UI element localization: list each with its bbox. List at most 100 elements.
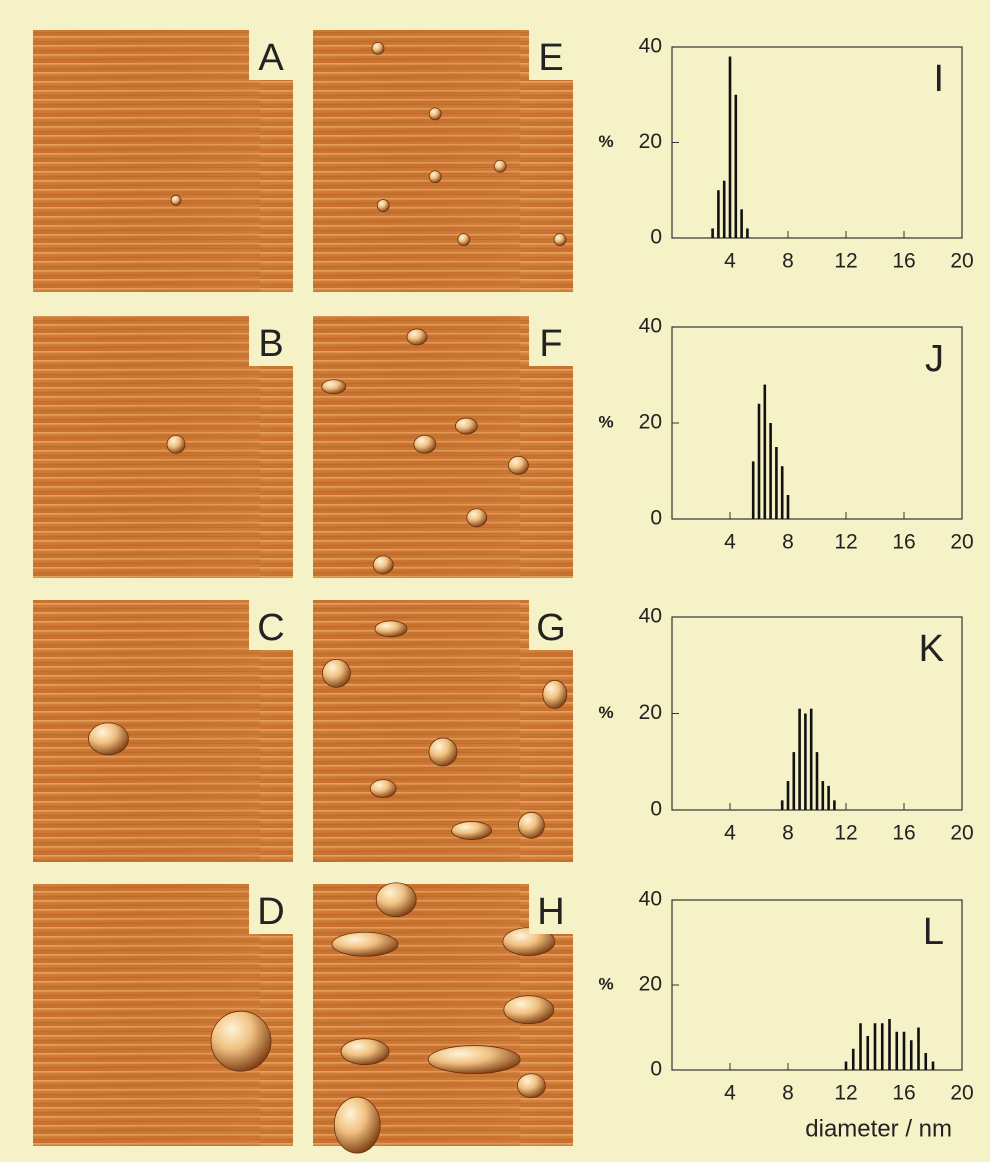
- x-axis-label: diameter / nm: [805, 1115, 952, 1142]
- panel-label: H: [537, 891, 564, 933]
- particle: [376, 199, 390, 212]
- particle: [88, 722, 129, 756]
- particle: [508, 455, 529, 475]
- label-notch: [529, 30, 573, 80]
- panel-label: F: [539, 323, 562, 365]
- panel-label: D: [257, 891, 284, 933]
- particle: [427, 1045, 521, 1074]
- afm-panel: H: [313, 882, 573, 1154]
- bar: [815, 752, 819, 810]
- x-tick-label: 4: [724, 250, 736, 273]
- x-tick-label: 8: [782, 531, 794, 554]
- y-axis-label: %: [598, 974, 613, 993]
- bar: [851, 1048, 855, 1070]
- bar: [751, 461, 755, 519]
- particle: [454, 417, 478, 435]
- bar: [740, 209, 743, 238]
- x-tick-label: 20: [950, 1082, 973, 1105]
- x-tick-label: 16: [892, 250, 915, 273]
- label-notch: [249, 884, 293, 934]
- y-tick-label: 40: [639, 605, 662, 628]
- panel-label: I: [933, 58, 944, 100]
- x-tick-label: 16: [892, 531, 915, 554]
- afm-panel: F: [313, 316, 573, 578]
- bar: [769, 423, 772, 519]
- label-notch: [529, 884, 573, 934]
- bar: [734, 94, 738, 238]
- bar: [880, 1023, 884, 1070]
- particle: [321, 658, 351, 688]
- bar: [792, 752, 796, 810]
- particle: [457, 233, 471, 247]
- bar: [757, 403, 761, 519]
- particle: [428, 170, 442, 184]
- x-tick-label: 4: [724, 1082, 736, 1105]
- bar: [809, 708, 813, 810]
- bar: [763, 384, 767, 519]
- label-notch: [249, 600, 293, 650]
- y-tick-label: 40: [639, 888, 662, 911]
- panel-label: K: [919, 628, 944, 670]
- y-axis-label: %: [598, 412, 613, 431]
- y-tick-label: 20: [639, 130, 662, 153]
- particle: [466, 508, 488, 528]
- x-tick-label: 8: [782, 1082, 794, 1105]
- x-tick-label: 12: [834, 1082, 857, 1105]
- particle: [331, 931, 399, 957]
- bar: [711, 228, 714, 238]
- label-notch: [249, 30, 293, 80]
- bar: [728, 56, 732, 238]
- particle: [518, 811, 545, 839]
- bar: [924, 1053, 928, 1070]
- particle: [553, 233, 567, 247]
- particle: [166, 434, 186, 454]
- bar: [746, 228, 749, 238]
- x-tick-label: 8: [782, 822, 794, 845]
- particle: [333, 1096, 381, 1154]
- x-tick-label: 16: [892, 1082, 915, 1105]
- afm-panel: D: [33, 884, 293, 1146]
- bar: [844, 1061, 848, 1070]
- particle: [542, 679, 568, 709]
- bar: [804, 713, 807, 810]
- y-tick-label: 20: [639, 411, 662, 434]
- panel-label: J: [925, 338, 944, 380]
- particle: [428, 107, 442, 121]
- x-tick-label: 4: [724, 531, 736, 554]
- label-notch: [529, 600, 573, 650]
- afm-panel: E: [313, 30, 573, 292]
- y-axis-label: %: [598, 703, 613, 722]
- particle: [372, 555, 394, 575]
- bar: [786, 495, 790, 519]
- particle: [170, 194, 182, 206]
- x-tick-label: 20: [950, 531, 973, 554]
- particle: [371, 41, 385, 55]
- particle: [406, 328, 428, 346]
- particle: [451, 821, 493, 840]
- bar: [780, 800, 784, 810]
- bar: [895, 1031, 899, 1070]
- particle: [517, 1073, 546, 1099]
- afm-panel: C: [33, 600, 293, 862]
- bar: [786, 781, 790, 810]
- image-panels: A B C D E F G H: [33, 30, 573, 1154]
- particle: [321, 379, 347, 395]
- bar: [859, 1023, 862, 1070]
- bar: [873, 1023, 877, 1070]
- bar: [917, 1027, 920, 1070]
- bar: [888, 1019, 891, 1070]
- bar: [780, 466, 784, 519]
- y-tick-label: 0: [650, 226, 662, 249]
- bar: [827, 785, 830, 810]
- panel-label: E: [538, 37, 563, 79]
- x-tick-label: 4: [724, 822, 736, 845]
- x-tick-label: 20: [950, 822, 973, 845]
- y-tick-label: 0: [650, 1058, 662, 1081]
- y-tick-label: 0: [650, 507, 662, 530]
- panel-label: A: [258, 37, 284, 79]
- bar: [931, 1061, 935, 1070]
- x-tick-label: 12: [834, 531, 857, 554]
